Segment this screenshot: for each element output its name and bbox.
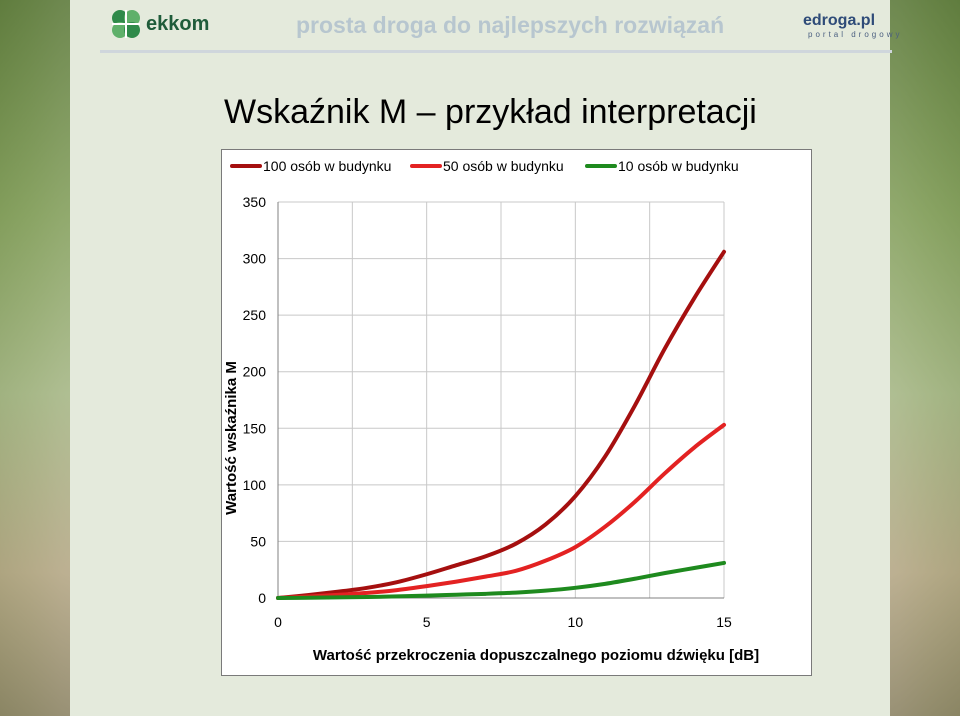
slide-title: Wskaźnik M – przykład interpretacji (224, 93, 757, 131)
y-tick-label: 200 (243, 364, 267, 380)
clover-icon (112, 10, 140, 38)
series-line-1 (276, 249, 726, 600)
tagline: prosta droga do najlepszych rozwiązań (296, 12, 725, 38)
edroga-logo-text: edroga.pl (803, 12, 876, 29)
y-tick-label: 150 (243, 420, 267, 436)
y-tick-label: 350 (243, 194, 267, 210)
edroga-logo-subtext: portal drogowy (808, 30, 903, 39)
series-line-2 (276, 422, 726, 600)
x-tick-label: 10 (568, 614, 584, 630)
legend-label-1: 100 osób w budynku (263, 158, 391, 174)
line-chart: 0 50 100 150 200 250 300 350 0 5 10 15 Wartość przek… (223, 158, 759, 664)
ekkom-logo: ekkom (110, 8, 209, 40)
ekkom-logo-text: ekkom (146, 12, 210, 35)
edroga-logo: edroga.pl portal drogowy (803, 12, 902, 39)
y-tick-label: 300 (243, 251, 267, 267)
right-tree-decoration (890, 0, 960, 716)
chart-container: 0 50 100 150 200 250 300 350 0 5 10 15 Wartość przek… (221, 149, 812, 676)
y-tick-label: 50 (250, 533, 266, 549)
legend-label-2: 50 osób w budynku (443, 158, 564, 174)
y-tick-label: 250 (243, 307, 267, 323)
legend-label-3: 10 osób w budynku (618, 158, 739, 174)
header-divider (100, 50, 892, 53)
x-axis-label: Wartość przekroczenia dopuszczalnego poz… (313, 647, 759, 664)
series-line-3 (276, 560, 726, 600)
left-tree-decoration (0, 0, 70, 716)
x-tick-label: 5 (423, 614, 431, 630)
y-axis-label: Wartość wskaźnika M (223, 361, 240, 515)
x-tick-label: 15 (716, 614, 732, 630)
y-tick-label: 0 (258, 590, 266, 606)
x-tick-label: 0 (274, 614, 282, 630)
y-tick-label: 100 (243, 477, 267, 493)
